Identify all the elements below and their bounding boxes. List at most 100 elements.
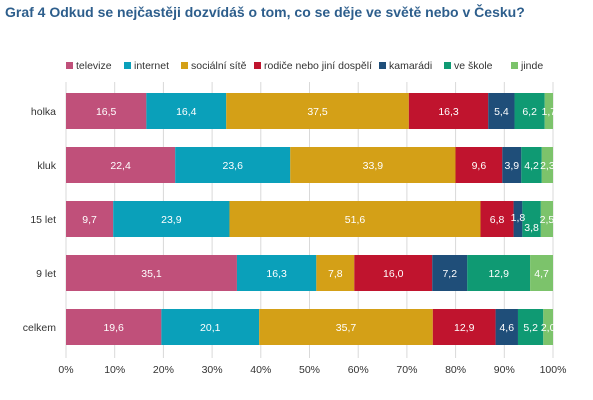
x-tick-label: 30% — [202, 364, 223, 376]
x-tick-label: 10% — [104, 364, 125, 376]
data-label: 23,9 — [161, 214, 182, 226]
data-label: 7,8 — [328, 268, 343, 280]
legend-label: ve škole — [454, 60, 493, 72]
x-tick-label: 50% — [299, 364, 320, 376]
data-label: 9,7 — [82, 214, 97, 226]
bar-segment — [544, 93, 553, 129]
legend-label: televize — [76, 60, 112, 72]
legend-label: rodiče nebo jiní dospělí — [264, 60, 372, 72]
bar-segment — [354, 255, 433, 291]
legend-swatch — [124, 62, 131, 69]
x-tick-label: 20% — [153, 364, 174, 376]
data-label: 9,6 — [472, 160, 487, 172]
category-labels: holka kluk 15 let 9 let celkem — [23, 106, 57, 334]
legend: televize internet sociální sítě rodiče nebo… — [66, 60, 543, 72]
bar-segment — [66, 309, 162, 345]
data-label: 5,4 — [494, 106, 509, 118]
data-label: 35,1 — [141, 268, 162, 280]
data-label: 2,5 — [540, 214, 555, 226]
bar-segment — [522, 201, 541, 237]
legend-swatch — [181, 62, 188, 69]
data-label: 16,3 — [438, 106, 459, 118]
data-label: 19,6 — [103, 322, 124, 334]
x-tick-label: 100% — [540, 364, 567, 376]
data-label: 16,4 — [176, 106, 197, 118]
x-tick-label: 0% — [58, 364, 73, 376]
category-label: 9 let — [36, 268, 56, 280]
bar-segment — [432, 309, 496, 345]
bar-segment — [513, 201, 523, 237]
data-label: 2,3 — [540, 160, 555, 172]
legend-swatch — [66, 62, 73, 69]
data-label: 1,7 — [542, 106, 557, 118]
data-label: 3,9 — [505, 160, 520, 172]
data-label: 12,9 — [454, 322, 475, 334]
chart-title: Graf 4 Odkud se nejčastěji dozvídáš o to… — [5, 4, 525, 20]
bar-segment — [455, 147, 503, 183]
data-label: 37,5 — [307, 106, 328, 118]
bar-segment — [229, 201, 481, 237]
data-label: 16,5 — [96, 106, 117, 118]
legend-label: internet — [134, 60, 169, 72]
category-label: 15 let — [30, 214, 56, 226]
bar-segment — [467, 255, 531, 291]
data-label: 20,1 — [200, 322, 221, 334]
data-label: 22,4 — [110, 160, 131, 172]
data-label: 35,7 — [336, 322, 357, 334]
bar-segment — [480, 201, 514, 237]
legend-swatch — [511, 62, 518, 69]
x-tick-label: 80% — [445, 364, 466, 376]
category-label: celkem — [23, 322, 57, 334]
data-label: 23,6 — [223, 160, 244, 172]
data-label: 12,9 — [488, 268, 509, 280]
bar-segment — [113, 201, 230, 237]
bar-segment — [236, 255, 317, 291]
legend-label: sociální sítě — [191, 60, 247, 72]
bar-segment — [514, 93, 545, 129]
x-tick-label: 70% — [396, 364, 417, 376]
bar-segment — [540, 201, 553, 237]
data-label: 4,2 — [524, 160, 539, 172]
bar-segment — [521, 147, 542, 183]
data-label: 5,2 — [523, 322, 538, 334]
data-label: 3,8 — [524, 222, 539, 234]
data-label: 6,2 — [522, 106, 537, 118]
bar-segment — [66, 147, 176, 183]
legend-swatch — [254, 62, 261, 69]
bar-segment — [541, 147, 553, 183]
data-label: 6,8 — [490, 214, 505, 226]
data-label: 4,6 — [499, 322, 514, 334]
data-label: 2,0 — [541, 322, 556, 334]
bar-segment — [316, 255, 355, 291]
legend-swatch — [444, 62, 451, 69]
category-label: holka — [31, 106, 56, 118]
bar-segment — [66, 255, 237, 291]
x-tick-labels: 0% 10% 20% 30% 40% 50% 60% 70% 80% 90% 100% — [58, 364, 566, 376]
data-label: 33,9 — [363, 160, 384, 172]
bar-segment — [432, 255, 468, 291]
bar-segment — [226, 93, 409, 129]
bar-segment — [175, 147, 291, 183]
bar-segment — [146, 93, 227, 129]
data-label: 4,7 — [534, 268, 549, 280]
data-label: 7,2 — [442, 268, 457, 280]
bar-segment — [495, 309, 518, 345]
bar-segment — [259, 309, 433, 345]
x-tick-label: 60% — [348, 364, 369, 376]
bar-segment — [408, 93, 489, 129]
bar-segment — [530, 255, 553, 291]
x-tick-label: 90% — [494, 364, 515, 376]
bar-segment — [66, 93, 147, 129]
category-label: kluk — [37, 160, 56, 172]
legend-label: kamarádi — [389, 60, 432, 72]
legend-swatch — [379, 62, 386, 69]
bar-segment — [502, 147, 522, 183]
legend-label: jinde — [520, 60, 543, 72]
data-label: 16,0 — [383, 268, 404, 280]
data-label: 16,3 — [266, 268, 287, 280]
bar-segment — [290, 147, 456, 183]
bars: 16,5 16,4 37,5 16,3 5,4 6,2 1,7 22,4 23,6 33,9 9,6… — [66, 93, 556, 345]
bar-segment — [161, 309, 260, 345]
data-label: 51,6 — [345, 214, 366, 226]
